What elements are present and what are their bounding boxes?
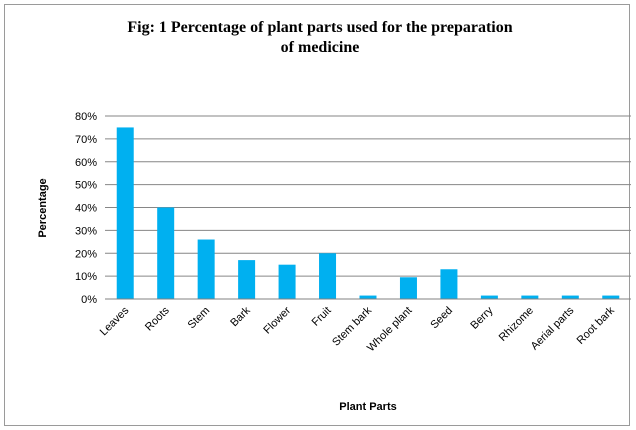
y-tick-label: 40%	[75, 203, 97, 215]
y-tick-label: 10%	[75, 271, 97, 283]
chart-title-line-1: Fig: 1 Percentage of plant parts used fo…	[127, 19, 513, 36]
bar-fruit	[319, 253, 337, 299]
bar-stem	[197, 239, 215, 299]
bar-aerial-parts	[561, 295, 579, 299]
x-axis-title: Plant Parts	[339, 401, 396, 413]
bars	[116, 127, 620, 299]
x-tick-label: Leaves	[98, 304, 132, 338]
chart-title: Fig: 1 Percentage of plant parts used fo…	[60, 18, 580, 58]
y-tick-label: 0%	[81, 294, 97, 306]
y-tick-label: 60%	[75, 157, 97, 169]
x-tick-label: Fruit	[310, 305, 334, 329]
x-tick-label: Root bark	[575, 304, 618, 347]
y-tick-label: 70%	[75, 134, 97, 146]
y-tick-label: 30%	[75, 225, 97, 237]
y-tick-label: 80%	[75, 111, 97, 123]
x-tick-label: Bark	[228, 304, 253, 329]
x-tick-label: Roots	[143, 304, 172, 333]
y-axis-title: Percentage	[37, 178, 49, 237]
bar-flower	[278, 264, 296, 299]
chart-title-line-2: of medicine	[280, 39, 360, 56]
bar-seed	[440, 269, 458, 299]
gridlines	[105, 115, 631, 300]
bar-bark	[238, 260, 256, 299]
x-tick-label: Rhizome	[497, 305, 536, 344]
bar-roots	[157, 207, 175, 299]
y-tick-labels: 0% 10% 20% 30% 40% 50% 60% 70% 80%	[75, 111, 97, 306]
y-tick-label: 50%	[75, 180, 97, 192]
x-tick-label: Aerial parts	[529, 304, 577, 352]
x-tick-label: Berry	[468, 304, 495, 331]
bar-leaves	[116, 127, 134, 299]
bar-whole-plant	[399, 277, 417, 299]
bar-root-bark	[602, 295, 620, 299]
bar-berry	[480, 295, 498, 299]
x-tick-label: Flower	[261, 304, 293, 336]
chart-frame	[4, 4, 630, 426]
bar-stem-bark	[359, 295, 377, 299]
y-tick-label: 20%	[75, 248, 97, 260]
bar-rhizome	[521, 295, 539, 299]
x-tick-label: Seed	[428, 305, 455, 332]
x-tick-label: Stem	[186, 305, 213, 332]
